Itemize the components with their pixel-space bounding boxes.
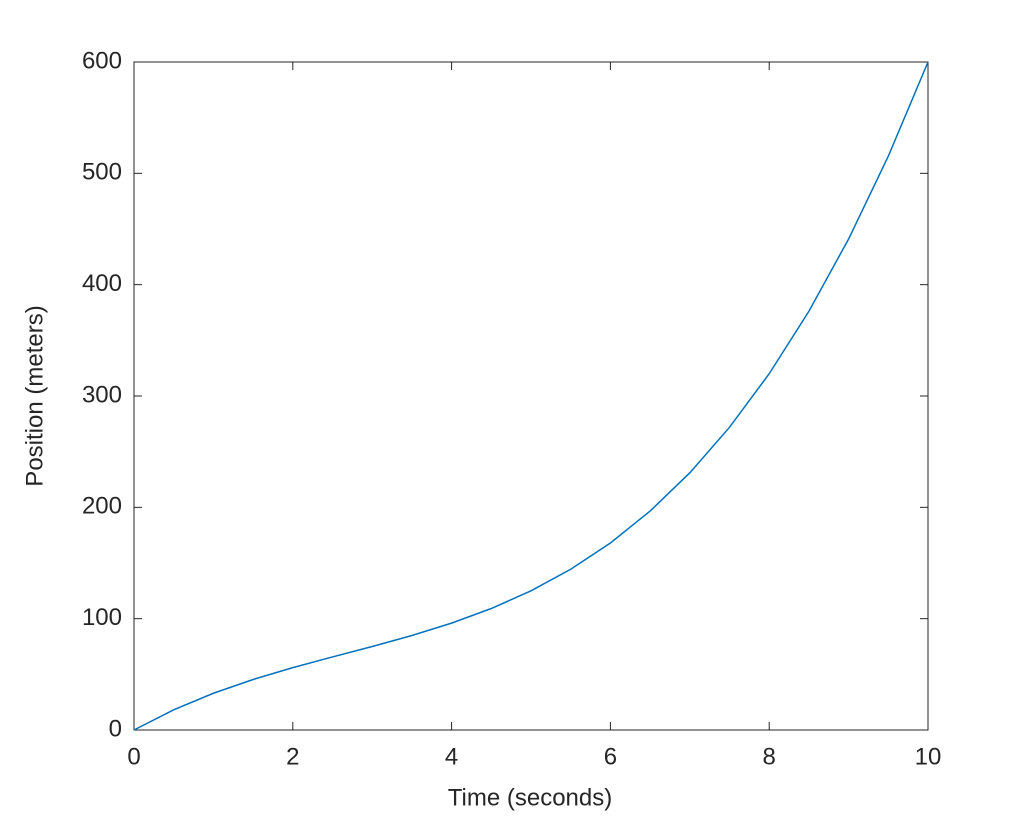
x-tick-label: 10	[915, 743, 942, 770]
x-tick-label: 4	[445, 743, 458, 770]
y-tick-label: 500	[82, 159, 122, 186]
x-axis-label: Time (seconds)	[448, 784, 612, 811]
y-tick-label: 0	[109, 715, 122, 742]
y-tick-label: 200	[82, 493, 122, 520]
plot-box	[133, 61, 929, 731]
x-tick-label: 6	[604, 743, 617, 770]
x-tick-label: 8	[763, 743, 776, 770]
y-tick-label: 300	[82, 381, 122, 408]
y-tick-label: 600	[82, 47, 122, 74]
y-axis-label: Position (meters)	[21, 305, 48, 486]
x-tick-label: 2	[286, 743, 299, 770]
y-tick-label: 400	[82, 270, 122, 297]
line	[133, 61, 929, 731]
x-tick-label: 0	[127, 743, 140, 770]
y-tick-label: 100	[82, 604, 122, 631]
